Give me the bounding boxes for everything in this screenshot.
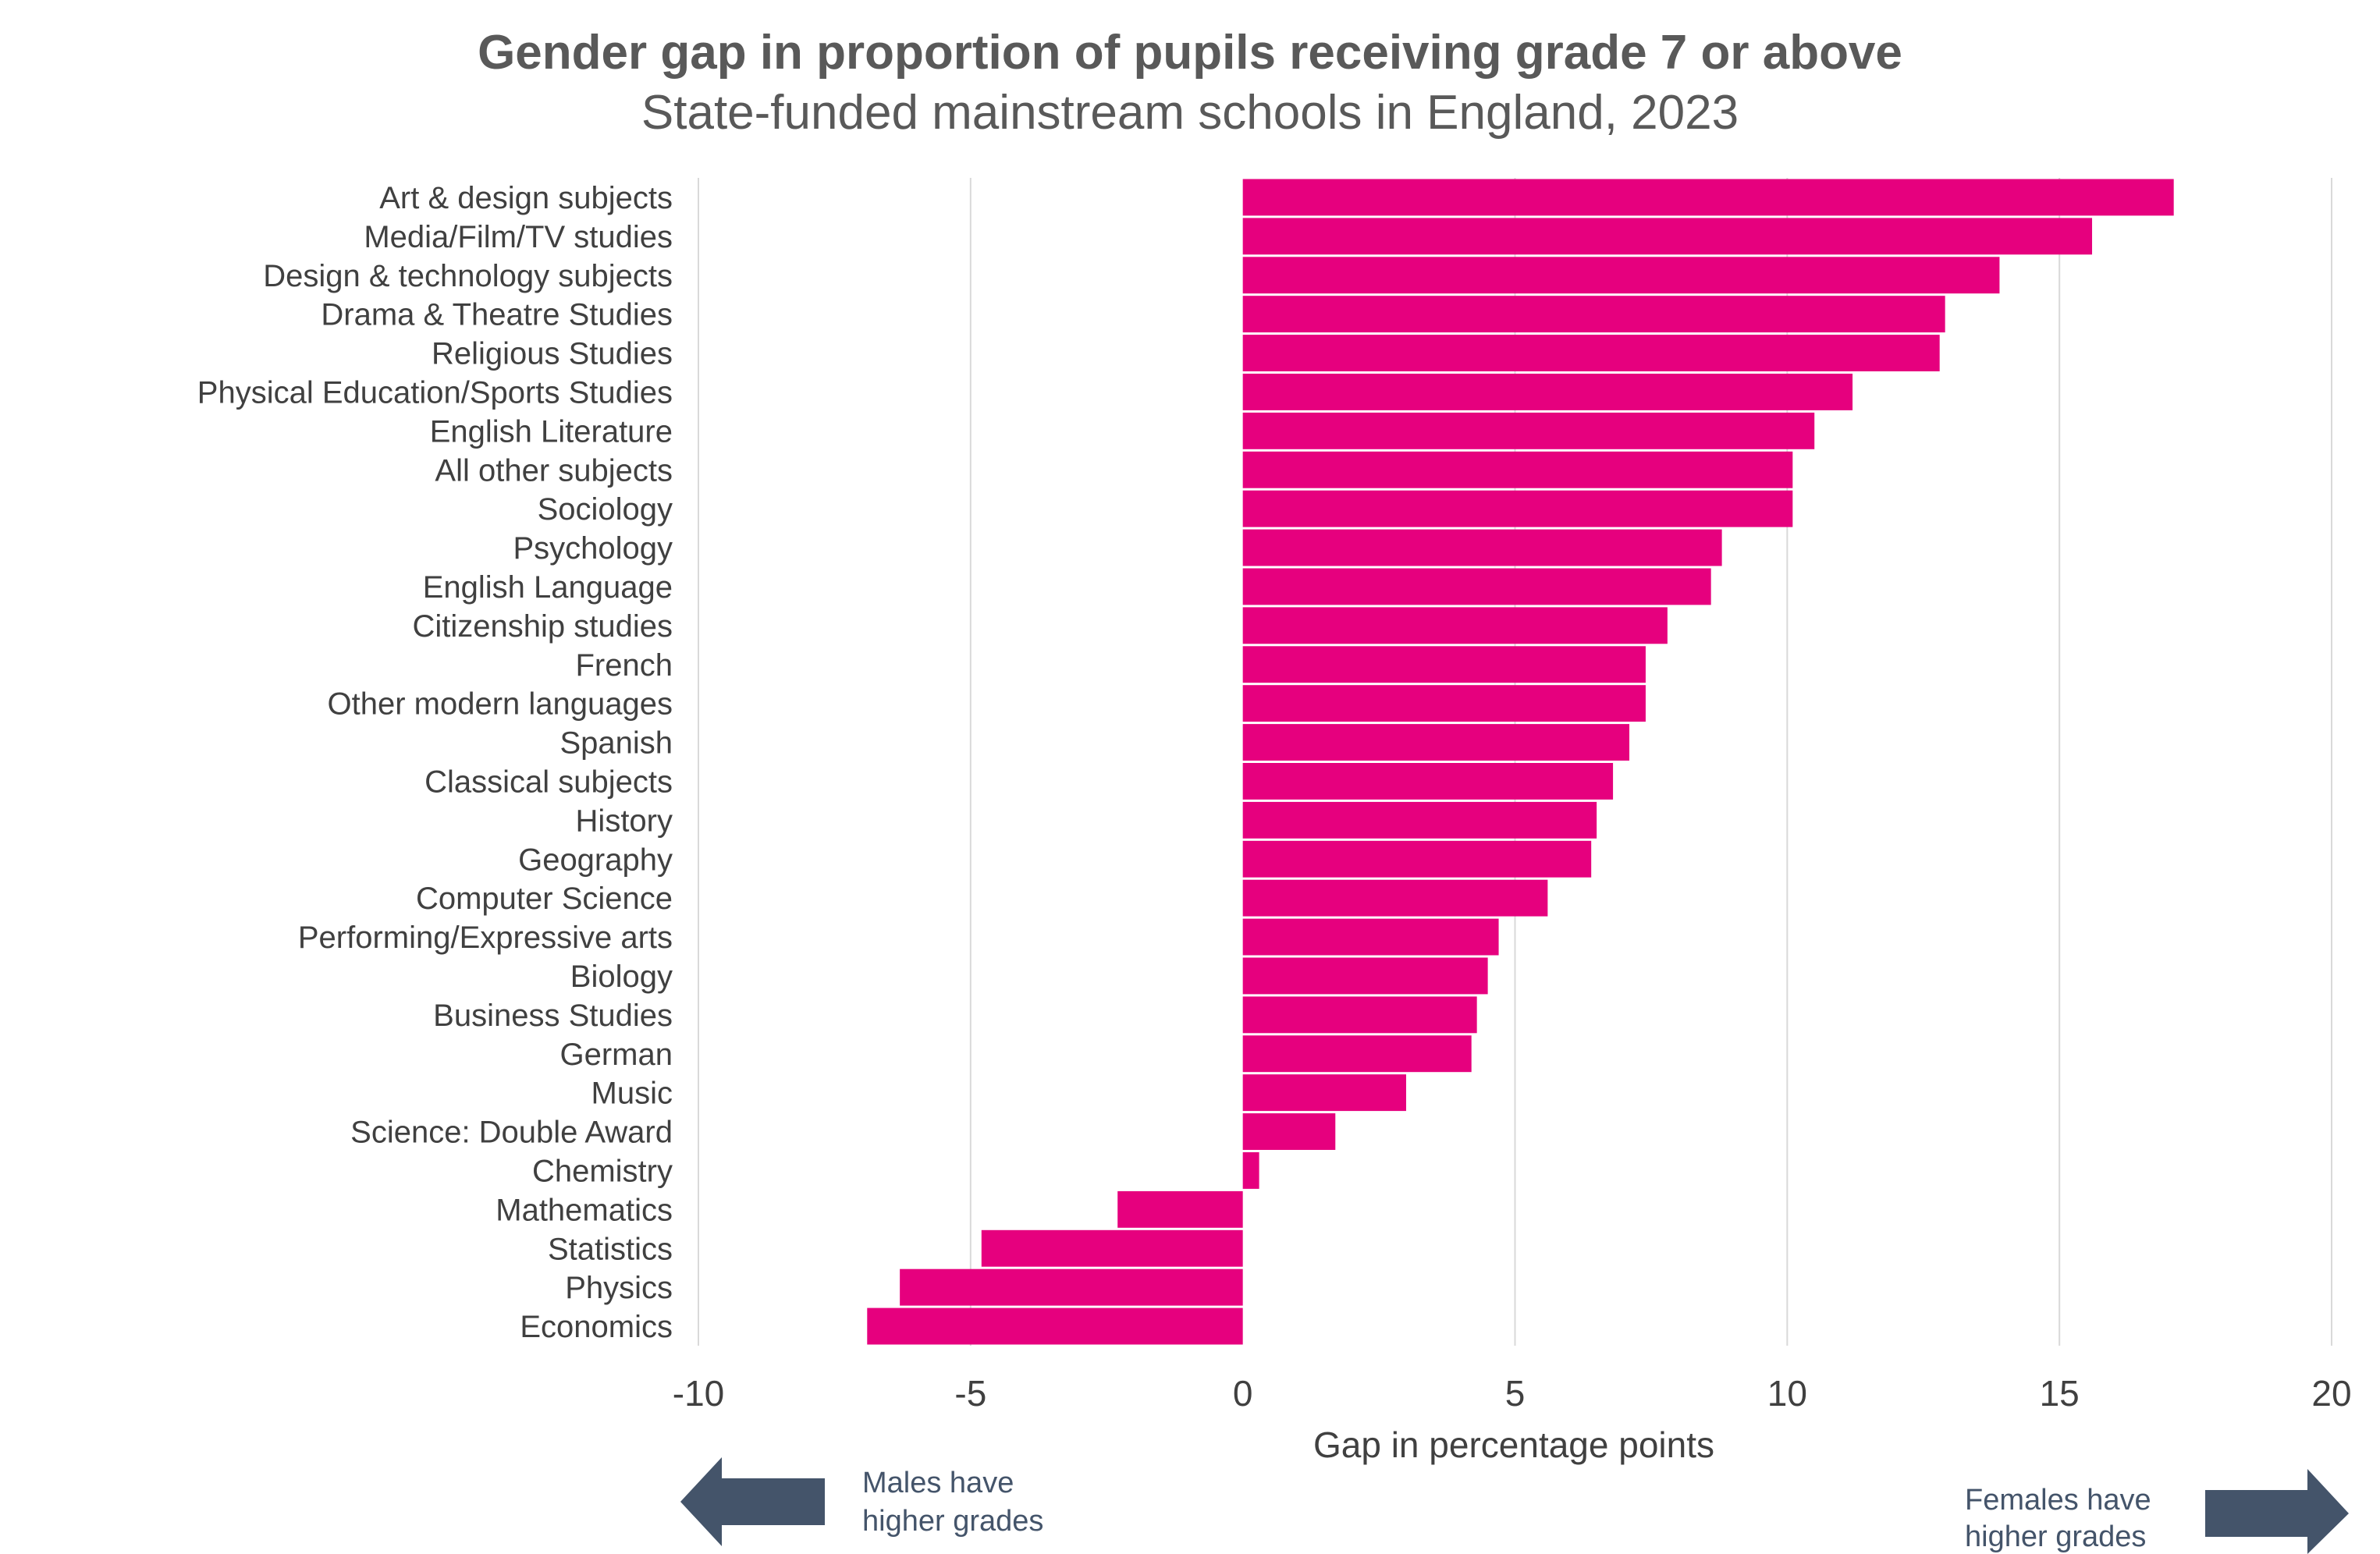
category-label: Media/Film/TV studies (364, 220, 673, 254)
bar (1242, 879, 1548, 917)
bar (1242, 957, 1488, 995)
category-label: English Literature (430, 414, 673, 449)
category-label: Psychology (513, 531, 673, 566)
bar (1242, 179, 2174, 216)
bar (1242, 1074, 1406, 1112)
bar (1242, 490, 1793, 527)
bar (1242, 1113, 1336, 1150)
bar (1242, 607, 1668, 644)
category-label: Music (591, 1077, 673, 1111)
left-arrow-icon (680, 1457, 825, 1546)
category-label: Performing/Expressive arts (298, 921, 673, 955)
category-label: Drama & Theatre Studies (321, 298, 673, 332)
category-label: Art & design subjects (379, 181, 673, 215)
bar (1242, 412, 1815, 449)
bar (1242, 451, 1793, 488)
category-label: Science: Double Award (350, 1116, 673, 1150)
category-label: All other subjects (435, 453, 673, 488)
bar (1242, 335, 1940, 371)
right-arrow-icon (2205, 1469, 2349, 1554)
bar (1117, 1190, 1243, 1228)
females-note-line-1: Females have (1965, 1484, 2151, 1517)
category-label: Design & technology subjects (263, 259, 673, 293)
x-tick-label: 0 (1233, 1373, 1253, 1414)
chart-title: Gender gap in proportion of pupils recei… (478, 26, 1902, 80)
category-label: Physical Education/Sports Studies (197, 375, 673, 410)
bar (1242, 568, 1711, 605)
chart-subtitle: State-funded mainstream schools in Engla… (641, 86, 1739, 140)
x-axis-title: Gap in percentage points (1313, 1424, 1714, 1465)
x-tick-label: -5 (954, 1373, 986, 1414)
bar (1242, 374, 1853, 410)
category-label: Geography (518, 843, 673, 877)
category-labels: Art & design subjects Media/Film/TV studi… (197, 181, 673, 1344)
x-tick-label: 20 (2311, 1373, 2351, 1414)
x-tick-label: 10 (1767, 1373, 1807, 1414)
category-label: English Language (423, 570, 673, 605)
category-label: History (576, 804, 673, 838)
category-label: Other modern languages (328, 687, 673, 722)
category-label: Statistics (548, 1232, 673, 1266)
bar (1242, 724, 1630, 761)
bar (1242, 918, 1499, 956)
category-label: French (576, 648, 673, 683)
category-label: Religious Studies (432, 337, 673, 371)
category-label: Citizenship studies (413, 609, 673, 644)
category-label: Chemistry (532, 1154, 673, 1188)
category-label: German (560, 1038, 673, 1072)
category-label: Physics (565, 1271, 673, 1305)
bar (1242, 1035, 1472, 1073)
bar (1242, 801, 1597, 839)
males-note: Males have higher grades (862, 1467, 1043, 1538)
females-note: Females have higher grades (1965, 1484, 2159, 1553)
bar (1242, 529, 1722, 566)
category-label: Computer Science (416, 882, 673, 916)
bar (1242, 257, 2000, 294)
category-label: Classical subjects (424, 765, 673, 799)
category-label: Spanish (559, 726, 673, 761)
category-label: Biology (570, 960, 673, 994)
bar (981, 1229, 1243, 1267)
bar (1242, 763, 1614, 800)
bar (1242, 685, 1646, 722)
bar (900, 1268, 1243, 1306)
category-label: Sociology (538, 492, 673, 527)
bar (1242, 840, 1592, 878)
bar (1242, 646, 1646, 683)
x-tick-labels: -10 -5 0 5 10 15 20 (673, 1373, 2352, 1414)
bar (1242, 218, 2093, 255)
bar (1242, 996, 1477, 1034)
females-note-line-2: higher grades (1965, 1520, 2146, 1553)
males-note-line-2: higher grades (862, 1505, 1043, 1538)
x-tick-label: 15 (2040, 1373, 2080, 1414)
x-tick-label: 5 (1505, 1373, 1526, 1414)
bars (867, 179, 2174, 1345)
bar (867, 1307, 1243, 1345)
males-note-line-1: Males have (862, 1467, 1014, 1499)
x-tick-label: -10 (673, 1373, 724, 1414)
category-label: Mathematics (496, 1193, 673, 1227)
bar (1242, 296, 1945, 333)
gridlines (698, 178, 2332, 1346)
category-label: Business Studies (433, 999, 673, 1033)
bar (1242, 1152, 1259, 1189)
category-label: Economics (520, 1310, 673, 1344)
